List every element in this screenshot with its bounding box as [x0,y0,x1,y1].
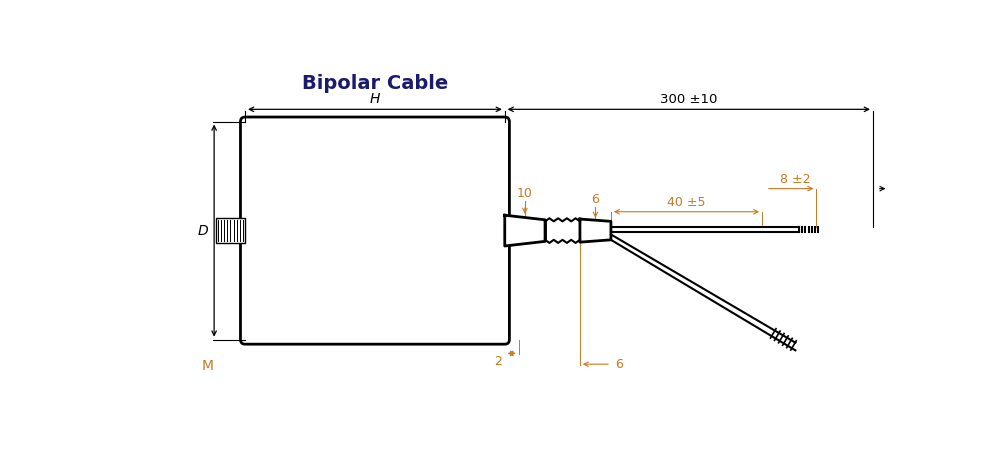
Text: M: M [202,359,214,373]
Text: 2: 2 [495,355,502,368]
FancyBboxPatch shape [240,117,509,344]
Text: 300 ±10: 300 ±10 [660,93,718,106]
Text: 6: 6 [591,193,599,206]
Polygon shape [580,219,611,242]
Polygon shape [505,215,545,246]
Text: 8 ±2: 8 ±2 [780,172,810,185]
Text: 6: 6 [615,358,623,371]
Text: Bipolar Cable: Bipolar Cable [302,74,448,92]
Text: 40 ±5: 40 ±5 [667,196,706,209]
Bar [216,218,245,243]
Text: H: H [370,92,380,106]
Text: D: D [197,224,208,238]
Text: 10: 10 [517,187,533,200]
